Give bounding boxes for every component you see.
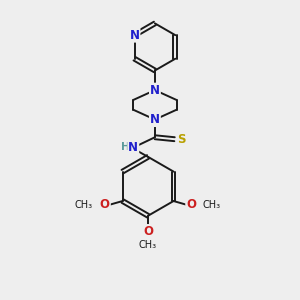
Text: O: O: [100, 199, 110, 212]
Text: N: N: [150, 113, 160, 126]
Text: O: O: [143, 225, 153, 238]
Text: N: N: [128, 141, 138, 154]
Text: CH₃: CH₃: [75, 200, 93, 210]
Text: CH₃: CH₃: [203, 200, 221, 210]
Text: S: S: [177, 133, 186, 146]
Text: N: N: [150, 84, 160, 97]
Text: CH₃: CH₃: [139, 240, 157, 250]
Text: H: H: [121, 142, 130, 152]
Text: N: N: [130, 29, 140, 42]
Text: O: O: [186, 199, 196, 212]
